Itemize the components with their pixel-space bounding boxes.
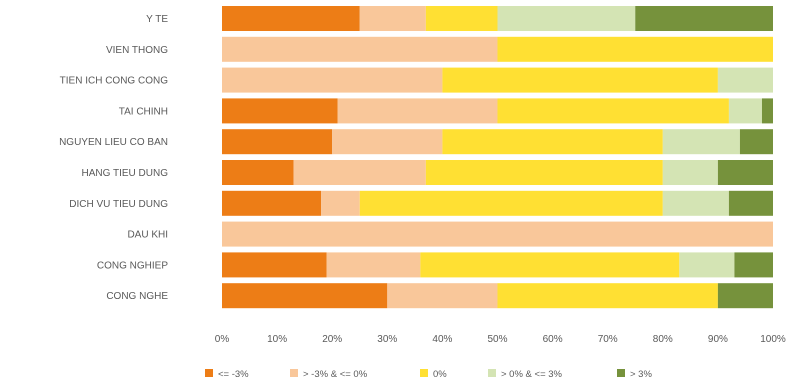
bar-segment — [425, 6, 498, 31]
bar-segment — [387, 283, 498, 309]
x-tick-label: 80% — [653, 334, 673, 345]
bar-segment — [222, 190, 322, 216]
bar-segment — [761, 98, 773, 124]
x-tick-label: 50% — [487, 334, 507, 345]
category-label: DAU KHI — [127, 230, 168, 241]
legend: <= -3% > -3% & <= 0% 0% > 0% & <= 3% > 3% — [205, 369, 652, 380]
x-axis-tick-labels: 0% 10% 20% 30% 40% 50% 60% 70% 80% 90% 100% — [215, 334, 786, 345]
category-label: VIEN THONG — [106, 45, 168, 56]
legend-label: <= -3% — [218, 369, 249, 380]
bar-segment — [420, 252, 680, 278]
x-tick-label: 10% — [267, 334, 287, 345]
x-tick-label: 90% — [708, 334, 728, 345]
bar-segment — [222, 160, 294, 185]
bar-segment — [337, 98, 498, 124]
x-tick-label: 100% — [760, 334, 786, 345]
category-label: HANG TIEU DUNG — [82, 168, 169, 179]
x-tick-label: 0% — [215, 334, 230, 345]
bar-segment — [222, 252, 327, 278]
legend-label: > 0% & <= 3% — [501, 369, 563, 380]
category-label: Y TE — [146, 14, 168, 25]
bar-segment — [222, 283, 388, 309]
legend-label: > -3% & <= 0% — [303, 369, 368, 380]
legend-label: > 3% — [630, 369, 652, 380]
legend-swatch — [617, 369, 625, 377]
category-label: CONG NGHIEP — [97, 260, 168, 271]
legend-swatch — [290, 369, 298, 377]
bar-segment — [293, 160, 426, 185]
bar-segment — [662, 129, 740, 155]
legend-swatch — [488, 369, 496, 377]
bar-segment — [222, 67, 443, 93]
bar-segment — [728, 190, 773, 216]
bar-segment — [442, 67, 718, 93]
bar-segment — [739, 129, 773, 155]
category-label: TAI CHINH — [119, 106, 168, 117]
legend-label: 0% — [433, 369, 447, 380]
bar-segment — [717, 67, 773, 93]
bar-segment — [679, 252, 735, 278]
x-tick-label: 30% — [377, 334, 397, 345]
bar-segment — [717, 283, 773, 309]
bar-segment — [734, 252, 773, 278]
bar-segment — [442, 129, 663, 155]
x-tick-label: 60% — [543, 334, 563, 345]
bar-segment — [635, 6, 773, 31]
bar-segment — [326, 252, 421, 278]
x-tick-label: 20% — [322, 334, 342, 345]
bar-segment — [497, 36, 773, 62]
category-label: TIEN ICH CONG CONG — [60, 76, 169, 87]
bar-segment — [425, 160, 663, 185]
category-label: DICH VU TIEU DUNG — [69, 199, 168, 210]
bar-segment — [717, 160, 773, 185]
bar-segment — [332, 129, 443, 155]
category-label: NGUYEN LIEU CO BAN — [59, 137, 168, 148]
bar-segment — [222, 6, 360, 31]
x-tick-label: 70% — [598, 334, 618, 345]
bar-segment — [728, 98, 762, 124]
bar-segment — [321, 190, 360, 216]
bars — [222, 6, 773, 309]
bar-segment — [222, 129, 333, 155]
bar-segment — [662, 190, 729, 216]
bar-segment — [359, 6, 426, 31]
legend-swatch — [205, 369, 213, 377]
x-tick-label: 40% — [432, 334, 452, 345]
bar-segment — [497, 6, 636, 31]
category-labels: Y TE VIEN THONG TIEN ICH CONG CONG TAI CHIN… — [59, 14, 168, 302]
bar-segment — [497, 283, 718, 309]
bar-segment — [222, 221, 773, 247]
bar-segment — [359, 190, 663, 216]
bar-segment — [497, 98, 729, 124]
legend-swatch — [420, 369, 428, 377]
bar-segment — [222, 36, 498, 62]
bar-segment — [222, 98, 338, 124]
bar-segment — [662, 160, 718, 185]
category-label: CONG NGHE — [106, 291, 168, 302]
